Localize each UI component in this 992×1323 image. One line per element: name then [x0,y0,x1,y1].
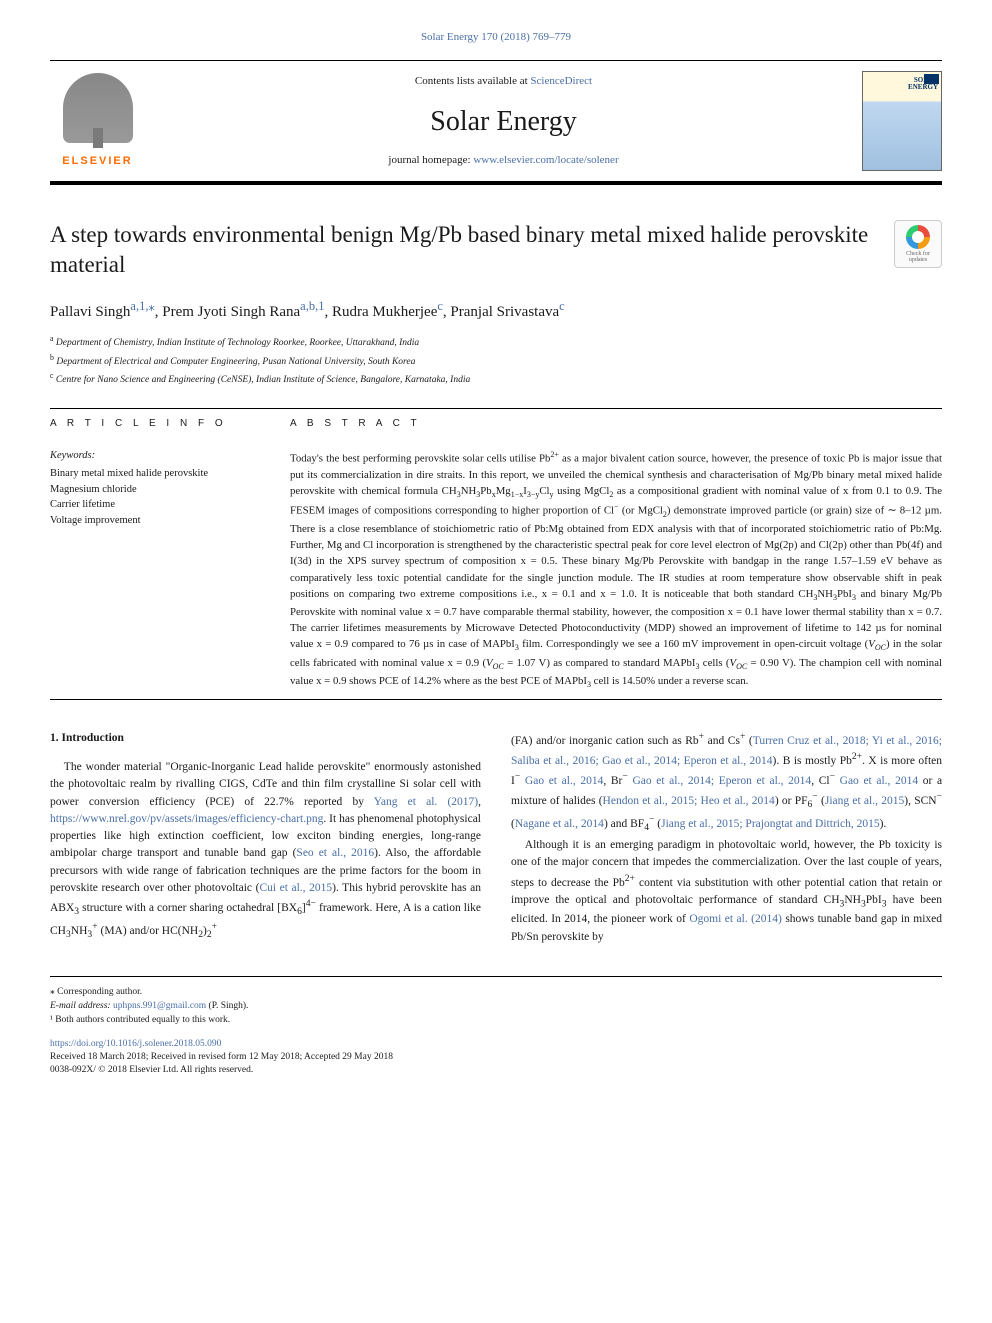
journal-header: ELSEVIER Contents lists available at Sci… [50,60,942,185]
intro-heading: 1. Introduction [50,730,481,747]
citation-header: Solar Energy 170 (2018) 769–779 [50,30,942,45]
homepage-prefix: journal homepage: [388,154,473,166]
cover-title: SOLARENERGY [908,77,938,91]
author-list: Pallavi Singha,1,⁎, Prem Jyoti Singh Ran… [50,298,942,323]
abstract-text: Today's the best performing perovskite s… [290,449,942,691]
divider-bottom [50,699,942,700]
introduction-section: 1. Introduction The wonder material "Org… [50,730,942,946]
keyword-item: Magnesium chloride [50,482,260,498]
citation-link[interactable]: Solar Energy 170 (2018) 769–779 [421,31,571,43]
keywords-label: Keywords: [50,449,260,464]
doi-link[interactable]: https://doi.org/10.1016/j.solener.2018.0… [50,1039,221,1049]
footnotes: ⁎ Corresponding author. E-mail address: … [50,976,942,1028]
elsevier-label: ELSEVIER [62,154,132,169]
journal-cover-thumbnail[interactable]: SOLARENERGY [862,71,942,171]
keyword-item: Carrier lifetime [50,497,260,513]
elsevier-tree-icon [63,73,133,143]
intro-para-2: (FA) and/or inorganic cation such as Rb+… [511,730,942,835]
crossmark-text: Check forupdates [906,251,930,263]
article-info-heading: A R T I C L E I N F O [50,417,260,431]
crossmark-icon [906,225,930,249]
doi-block: https://doi.org/10.1016/j.solener.2018.0… [50,1038,942,1078]
issn-copyright: 0038-092X/ © 2018 Elsevier Ltd. All righ… [50,1064,942,1077]
intro-para-1: The wonder material "Organic-Inorganic L… [50,759,481,942]
elsevier-logo[interactable]: ELSEVIER [50,71,145,171]
article-title: A step towards environmental benign Mg/P… [50,220,874,280]
affiliations: a Department of Chemistry, Indian Instit… [50,333,942,388]
received-dates: Received 18 March 2018; Received in revi… [50,1051,942,1064]
info-abstract-row: A R T I C L E I N F O Keywords: Binary m… [50,417,942,691]
keyword-item: Binary metal mixed halide perovskite [50,466,260,482]
equal-contribution-note: ¹ Both authors contributed equally to th… [50,1013,942,1027]
keywords-list: Binary metal mixed halide perovskiteMagn… [50,466,260,529]
divider-top [50,408,942,409]
title-row: A step towards environmental benign Mg/P… [50,220,942,280]
homepage-line: journal homepage: www.elsevier.com/locat… [145,153,862,168]
header-center: Contents lists available at ScienceDirec… [145,74,862,168]
contents-prefix: Contents lists available at [415,75,530,87]
journal-name: Solar Energy [145,102,862,141]
homepage-link[interactable]: www.elsevier.com/locate/solener [473,154,618,166]
affiliation-item: a Department of Chemistry, Indian Instit… [50,333,942,351]
email-line: E-mail address: uphpns.991@gmail.com (P.… [50,999,942,1013]
affiliation-item: c Centre for Nano Science and Engineerin… [50,370,942,388]
keyword-item: Voltage improvement [50,513,260,529]
email-link[interactable]: uphpns.991@gmail.com [113,1001,206,1011]
crossmark-badge[interactable]: Check forupdates [894,220,942,268]
abstract-column: A B S T R A C T Today's the best perform… [290,417,942,691]
article-info-column: A R T I C L E I N F O Keywords: Binary m… [50,417,260,691]
abstract-heading: A B S T R A C T [290,417,942,431]
corresponding-note: ⁎ Corresponding author. [50,985,942,999]
contents-line: Contents lists available at ScienceDirec… [145,74,862,89]
intro-para-3: Although it is an emerging paradigm in p… [511,837,942,946]
affiliation-item: b Department of Electrical and Computer … [50,352,942,370]
sciencedirect-link[interactable]: ScienceDirect [530,75,592,87]
